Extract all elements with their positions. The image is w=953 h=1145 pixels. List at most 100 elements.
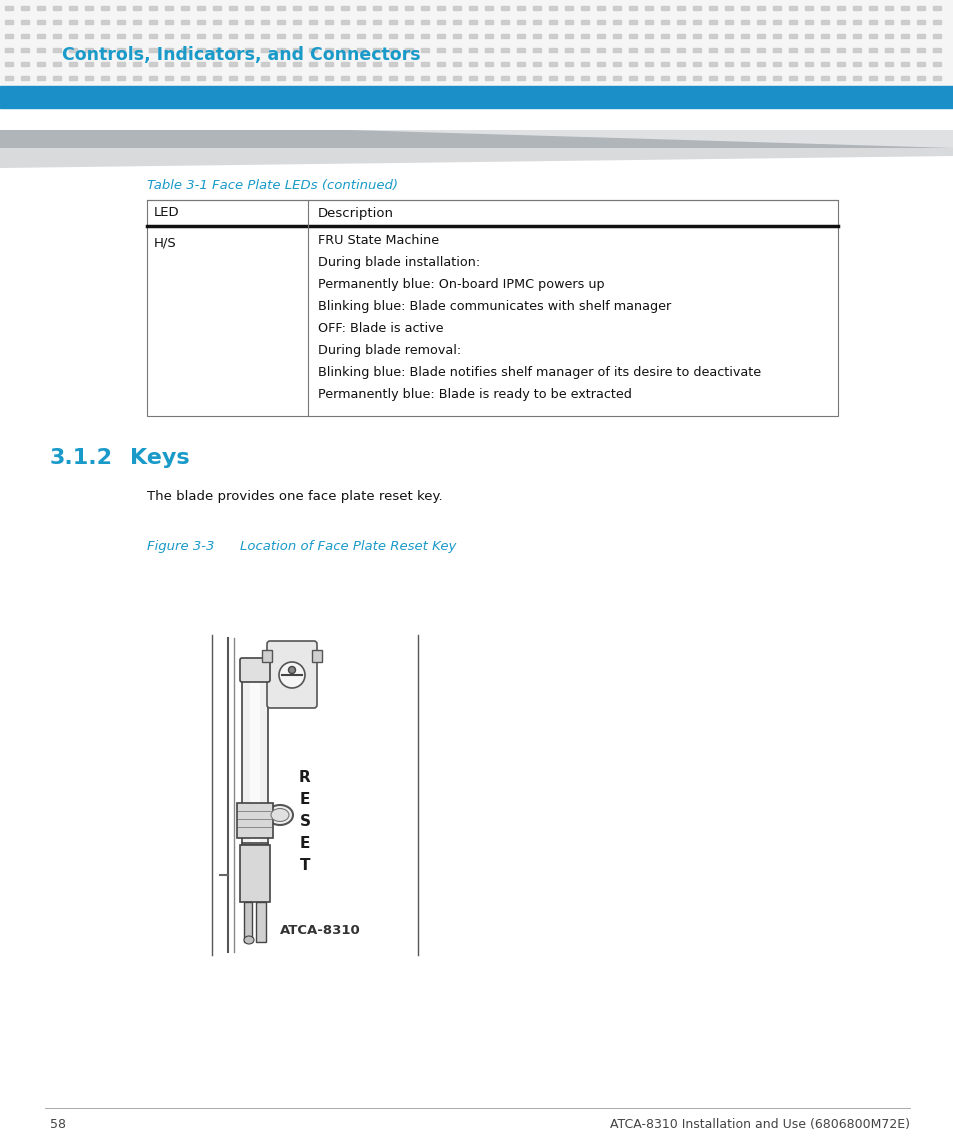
FancyBboxPatch shape	[267, 641, 316, 708]
Bar	[229, 76, 236, 80]
Bar	[117, 6, 125, 10]
Bar	[453, 48, 460, 52]
Text: Figure 3-3: Figure 3-3	[147, 540, 214, 553]
Bar	[325, 62, 333, 66]
Bar	[469, 76, 476, 80]
Polygon shape	[0, 148, 953, 168]
Bar	[804, 62, 812, 66]
Text: R: R	[299, 771, 311, 785]
Bar	[245, 6, 253, 10]
Bar	[884, 90, 892, 94]
Bar	[564, 19, 573, 24]
Bar	[213, 19, 221, 24]
Bar	[213, 6, 221, 10]
Bar	[69, 6, 77, 10]
Polygon shape	[350, 131, 953, 148]
Bar	[548, 76, 557, 80]
Bar	[373, 62, 380, 66]
Bar	[181, 6, 189, 10]
Bar	[101, 76, 109, 80]
Bar	[597, 76, 604, 80]
Bar	[373, 6, 380, 10]
Bar	[484, 76, 493, 80]
Bar	[724, 62, 732, 66]
Bar	[309, 19, 316, 24]
Bar	[580, 62, 588, 66]
Bar	[788, 6, 796, 10]
Bar	[245, 76, 253, 80]
Bar	[373, 90, 380, 94]
Bar	[276, 19, 285, 24]
Bar	[708, 48, 717, 52]
Bar	[548, 34, 557, 38]
Bar	[884, 62, 892, 66]
Bar	[900, 19, 908, 24]
Bar	[772, 48, 781, 52]
Bar	[389, 76, 396, 80]
Bar	[453, 90, 460, 94]
Bar	[788, 90, 796, 94]
Bar	[740, 34, 748, 38]
Bar	[389, 90, 396, 94]
Bar	[340, 76, 349, 80]
Bar	[821, 19, 828, 24]
Bar	[628, 34, 637, 38]
Bar	[312, 650, 322, 662]
Bar	[580, 90, 588, 94]
Bar	[884, 48, 892, 52]
Bar	[484, 19, 493, 24]
Bar	[276, 6, 285, 10]
Bar	[117, 34, 125, 38]
Circle shape	[278, 662, 305, 688]
Bar	[165, 48, 172, 52]
Bar	[788, 62, 796, 66]
Bar	[868, 62, 876, 66]
Bar	[469, 48, 476, 52]
Bar	[484, 48, 493, 52]
Bar	[757, 19, 764, 24]
Bar	[692, 62, 700, 66]
Bar	[149, 62, 157, 66]
Text: 58: 58	[50, 1118, 66, 1131]
Bar	[757, 62, 764, 66]
Text: Blinking blue: Blade notifies shelf manager of its desire to deactivate: Blinking blue: Blade notifies shelf mana…	[317, 366, 760, 379]
Bar	[101, 90, 109, 94]
Bar	[436, 34, 444, 38]
Bar	[373, 48, 380, 52]
Bar	[132, 19, 141, 24]
Bar	[821, 76, 828, 80]
Bar	[597, 62, 604, 66]
Bar	[181, 90, 189, 94]
Bar	[132, 90, 141, 94]
Bar	[213, 90, 221, 94]
Bar	[788, 34, 796, 38]
Text: E: E	[299, 792, 310, 807]
Bar	[916, 62, 924, 66]
Bar	[453, 76, 460, 80]
Bar	[325, 90, 333, 94]
Text: ATCA-8310: ATCA-8310	[279, 924, 360, 937]
Bar	[852, 90, 861, 94]
Bar	[101, 19, 109, 24]
Bar	[261, 76, 269, 80]
Bar	[692, 76, 700, 80]
Bar	[196, 19, 205, 24]
Bar	[21, 76, 29, 80]
Bar	[420, 6, 429, 10]
Bar	[149, 90, 157, 94]
Bar	[500, 34, 509, 38]
Bar	[21, 34, 29, 38]
Bar	[165, 90, 172, 94]
Bar	[436, 6, 444, 10]
Bar	[692, 6, 700, 10]
Bar	[644, 34, 652, 38]
Bar	[5, 62, 13, 66]
Bar	[628, 76, 637, 80]
Text: During blade removal:: During blade removal:	[317, 344, 460, 357]
Bar	[405, 76, 413, 80]
Text: Permanently blue: On-board IPMC powers up: Permanently blue: On-board IPMC powers u…	[317, 278, 604, 291]
Bar	[165, 34, 172, 38]
Bar	[5, 76, 13, 80]
Bar	[932, 62, 940, 66]
Bar	[85, 62, 92, 66]
